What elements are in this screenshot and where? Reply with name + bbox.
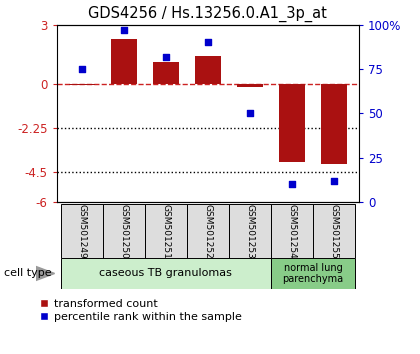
Bar	[321, 84, 346, 164]
Bar	[279, 84, 304, 162]
Bar	[195, 56, 220, 84]
Text: GSM501255: GSM501255	[329, 204, 339, 258]
Bar	[61, 204, 103, 258]
Point	[79, 66, 85, 72]
Bar	[145, 204, 187, 258]
Text: caseous TB granulomas: caseous TB granulomas	[100, 268, 232, 279]
Polygon shape	[36, 266, 55, 280]
Text: GSM501249: GSM501249	[77, 204, 87, 258]
Text: GSM501251: GSM501251	[161, 204, 171, 258]
Text: GSM501253: GSM501253	[245, 204, 255, 258]
Bar	[187, 204, 229, 258]
Point	[331, 178, 337, 183]
Text: GSM501252: GSM501252	[203, 204, 213, 258]
Point	[247, 110, 253, 116]
Bar	[111, 39, 136, 84]
Bar	[69, 84, 94, 85]
Point	[289, 181, 295, 187]
Bar	[103, 204, 145, 258]
Bar	[313, 204, 355, 258]
Text: GSM501254: GSM501254	[287, 204, 297, 258]
Point	[163, 54, 169, 59]
Bar	[271, 204, 313, 258]
Bar	[153, 62, 178, 84]
Point	[205, 40, 211, 45]
Legend: transformed count, percentile rank within the sample: transformed count, percentile rank withi…	[39, 299, 242, 321]
Bar	[229, 204, 271, 258]
Text: cell type: cell type	[4, 268, 52, 279]
Bar	[271, 258, 355, 289]
Title: GDS4256 / Hs.13256.0.A1_3p_at: GDS4256 / Hs.13256.0.A1_3p_at	[89, 6, 327, 22]
Bar	[61, 258, 271, 289]
Text: normal lung
parenchyma: normal lung parenchyma	[282, 263, 344, 284]
Text: GSM501250: GSM501250	[119, 204, 129, 258]
Bar	[237, 84, 262, 87]
Point	[121, 27, 127, 33]
